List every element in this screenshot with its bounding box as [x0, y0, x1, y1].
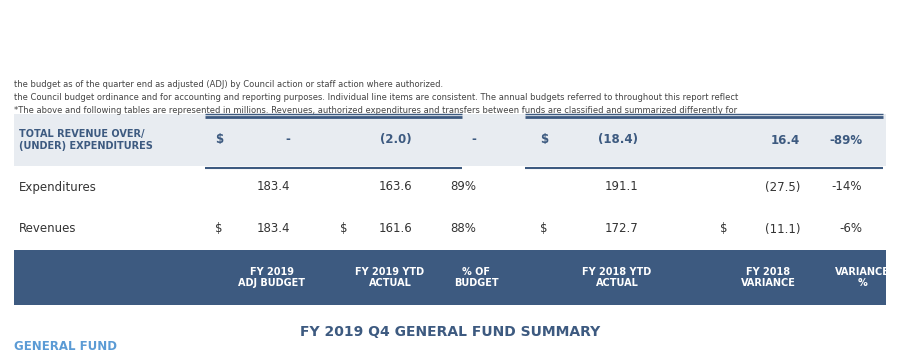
Text: $: $ [215, 223, 222, 235]
Bar [14, 250, 886, 305]
Text: $: $ [215, 133, 223, 147]
Text: FY 2018
VARIANCE: FY 2018 VARIANCE [741, 267, 796, 288]
Text: FY 2018 YTD
ACTUAL: FY 2018 YTD ACTUAL [582, 267, 652, 288]
Text: TOTAL REVENUE OVER/
(UNDER) EXPENDITURES: TOTAL REVENUE OVER/ (UNDER) EXPENDITURES [19, 129, 153, 151]
Text: -14%: -14% [832, 180, 862, 193]
Text: $: $ [540, 133, 548, 147]
Text: the Council budget ordinance and for accounting and reporting purposes. Individu: the Council budget ordinance and for acc… [14, 93, 738, 102]
Text: % OF
BUDGET: % OF BUDGET [454, 267, 499, 288]
Text: 89%: 89% [450, 180, 476, 193]
Text: 183.4: 183.4 [256, 223, 290, 235]
Text: 161.6: 161.6 [378, 223, 412, 235]
Text: 16.4: 16.4 [770, 133, 800, 147]
Text: *The above and following tables are represented in millions. Revenues, authorize: *The above and following tables are repr… [14, 106, 737, 115]
Text: 183.4: 183.4 [256, 180, 290, 193]
Text: $: $ [540, 223, 547, 235]
Text: (2.0): (2.0) [381, 133, 412, 147]
Text: FY 2019 YTD
ACTUAL: FY 2019 YTD ACTUAL [356, 267, 425, 288]
Bar [14, 114, 886, 166]
Text: Revenues: Revenues [19, 223, 76, 235]
Text: 172.7: 172.7 [604, 223, 638, 235]
Text: -89%: -89% [829, 133, 862, 147]
Text: FY 2019
ADJ BUDGET: FY 2019 ADJ BUDGET [238, 267, 305, 288]
Text: (18.4): (18.4) [598, 133, 638, 147]
Text: -: - [471, 133, 476, 147]
Text: GENERAL FUND: GENERAL FUND [14, 340, 117, 353]
Text: Expenditures: Expenditures [19, 180, 97, 193]
Text: $: $ [340, 223, 347, 235]
Text: (11.1): (11.1) [764, 223, 800, 235]
Text: 88%: 88% [450, 223, 476, 235]
Text: $: $ [720, 223, 727, 235]
Text: 163.6: 163.6 [378, 180, 412, 193]
Text: (27.5): (27.5) [765, 180, 800, 193]
Text: 191.1: 191.1 [604, 180, 638, 193]
Text: -: - [285, 133, 290, 147]
Text: the budget as of the quarter end as adjusted (ADJ) by Council action or staff ac: the budget as of the quarter end as adju… [14, 80, 443, 89]
Text: -6%: -6% [839, 223, 862, 235]
Text: VARIANCE
%: VARIANCE % [834, 267, 889, 288]
Text: FY 2019 Q4 GENERAL FUND SUMMARY: FY 2019 Q4 GENERAL FUND SUMMARY [300, 325, 600, 339]
